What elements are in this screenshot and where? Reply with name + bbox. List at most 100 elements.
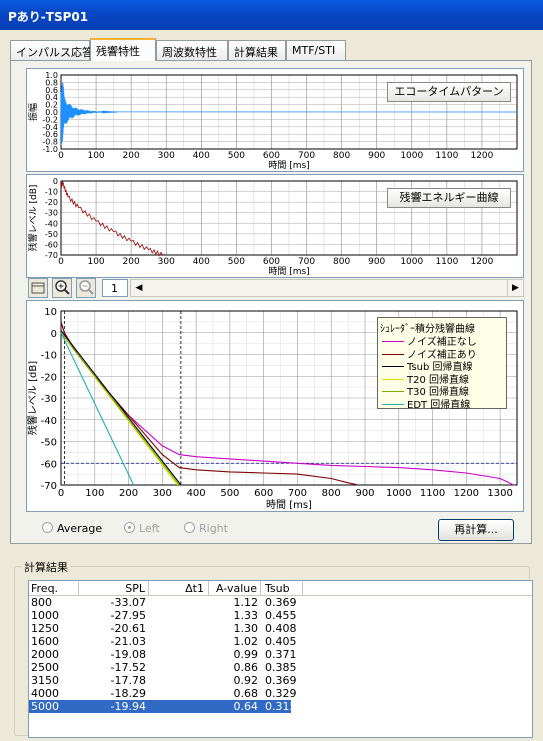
y-tick-label: 0 bbox=[51, 329, 57, 340]
legend-label: EDT 回帰直線 bbox=[407, 399, 471, 411]
window-titlebar: Pあり-TSP01 bbox=[0, 0, 543, 30]
legend-item: T20 回帰直線 bbox=[382, 371, 469, 386]
radio-circle-icon bbox=[124, 522, 135, 533]
table-row[interactable]: 4000 -18.29 0.68 0.329 bbox=[29, 687, 532, 700]
y-tick-label: -0.4 bbox=[42, 123, 58, 132]
x-tick-label: 0 bbox=[58, 151, 64, 161]
decay-plot-frame: 0 100 200 300 400 500 600 700 800 900 1000 1100 1200… bbox=[26, 300, 524, 512]
table-cell: 0.455 bbox=[265, 609, 297, 622]
table-row[interactable]: 5000 -19.94 0.64 0.315 bbox=[29, 700, 297, 713]
table-row[interactable]: 3150 -17.78 0.92 0.369 bbox=[29, 674, 532, 687]
echo-pattern-button-label: エコータイムパターン bbox=[394, 85, 504, 98]
radio-left[interactable]: Left bbox=[124, 522, 160, 535]
series-tsub-regression bbox=[60, 330, 182, 486]
zoom-out-button[interactable] bbox=[76, 278, 96, 298]
scroll-right-arrow-icon[interactable]: ▶ bbox=[507, 280, 523, 296]
table-cell: 0.64 bbox=[233, 700, 259, 713]
x-tick-label: 1000 bbox=[400, 257, 423, 267]
page-number-field[interactable]: 1 bbox=[102, 279, 128, 297]
horizontal-scrollbar[interactable]: ◀ ▶ bbox=[130, 279, 524, 297]
table-cell: 800 bbox=[31, 596, 52, 609]
column-header-avalue[interactable]: A-value bbox=[209, 581, 261, 596]
table-cell: 0.385 bbox=[265, 661, 297, 674]
x-tick-label: 200 bbox=[119, 488, 138, 499]
x-tick-label: 1300 bbox=[487, 488, 512, 499]
zoom-in-button[interactable] bbox=[52, 278, 72, 298]
x-axis-label: 時間 [ms] bbox=[268, 266, 309, 277]
column-header-label: A-value bbox=[215, 582, 257, 595]
column-header-freq[interactable]: Freq. bbox=[29, 581, 79, 596]
table-row[interactable]: 1250 -20.61 1.30 0.408 bbox=[29, 622, 532, 635]
table-row[interactable]: 2000 -19.08 0.99 0.371 bbox=[29, 648, 532, 661]
echo-pattern-button[interactable]: エコータイムパターン bbox=[387, 82, 511, 102]
x-tick-label: 1200 bbox=[470, 151, 493, 161]
y-tick-label: 10 bbox=[44, 307, 57, 318]
x-tick-label: 700 bbox=[298, 151, 315, 161]
radio-circle-icon bbox=[42, 522, 53, 533]
table-cell: -19.08 bbox=[110, 648, 146, 661]
y-tick-label: -70 bbox=[41, 481, 57, 492]
column-header-spl[interactable]: SPL bbox=[79, 581, 149, 596]
results-header: Freq. SPL Δt1 A-value Tsub bbox=[29, 581, 532, 596]
radio-right[interactable]: Right bbox=[184, 522, 228, 535]
y-tick-label: -0.2 bbox=[42, 115, 58, 124]
y-tick-label: -30 bbox=[41, 394, 57, 405]
table-row[interactable]: 800 -33.07 1.12 0.369 bbox=[29, 596, 532, 609]
table-row[interactable]: 2500 -17.52 0.86 0.385 bbox=[29, 661, 532, 674]
legend-label: ノイズ補正なし bbox=[407, 337, 477, 348]
table-row[interactable]: 1600 -21.03 1.02 0.405 bbox=[29, 635, 532, 648]
legend-swatch bbox=[382, 378, 404, 380]
results-listview[interactable]: Freq. SPL Δt1 A-value Tsub 800 -33.07 1.12… bbox=[28, 580, 533, 738]
x-tick-label: 100 bbox=[85, 488, 104, 499]
radio-circle-icon bbox=[184, 522, 195, 533]
table-cell: 0.369 bbox=[265, 596, 297, 609]
table-cell: 2000 bbox=[31, 648, 59, 661]
column-header-label: Freq. bbox=[31, 582, 59, 595]
table-cell: 4000 bbox=[31, 687, 59, 700]
recalculate-button-label: 再計算... bbox=[454, 523, 498, 536]
echo-plot-frame: 0 100 200 300 400 500 600 700 800 900 1000 1100 1200… bbox=[26, 68, 524, 172]
energy-curve-button[interactable]: 残響エネルギー曲線 bbox=[387, 188, 511, 208]
column-header-dt1[interactable]: Δt1 bbox=[149, 581, 209, 596]
column-header-tsub[interactable]: Tsub bbox=[261, 581, 303, 596]
fit-view-button[interactable] bbox=[28, 278, 48, 298]
legend-label: ノイズ補正あり bbox=[407, 349, 477, 361]
radio-average[interactable]: Average bbox=[42, 522, 102, 535]
table-row[interactable]: 1000 -27.95 1.33 0.455 bbox=[29, 609, 532, 622]
legend-swatch bbox=[382, 341, 404, 342]
x-tick-label: 0 bbox=[58, 488, 64, 499]
echo-time-pattern-chart: 0 100 200 300 400 500 600 700 800 900 1000 1100 1200… bbox=[27, 71, 518, 171]
column-header-label: Δt1 bbox=[185, 582, 204, 595]
series-noise-corrected bbox=[60, 321, 359, 486]
table-cell: 0.68 bbox=[233, 687, 259, 700]
tab-calculation-results[interactable]: 計算結果 bbox=[228, 40, 286, 60]
y-axis-label: 残響レベル [dB] bbox=[27, 185, 39, 252]
legend-swatch bbox=[382, 366, 404, 367]
x-tick-label: 400 bbox=[193, 257, 210, 267]
y-tick-label: -10 bbox=[45, 188, 58, 197]
table-cell: 0.408 bbox=[265, 622, 297, 635]
y-tick-label: -30 bbox=[45, 209, 58, 218]
y-tick-label: -60 bbox=[41, 459, 57, 470]
recalculate-button[interactable]: 再計算... bbox=[438, 519, 514, 541]
legend-item: T30 回帰直線 bbox=[382, 383, 469, 398]
table-cell: 5000 bbox=[31, 700, 59, 713]
tab-frequency-characteristics[interactable]: 周波数特性 bbox=[156, 40, 228, 60]
x-tick-label: 600 bbox=[254, 488, 273, 499]
y-tick-label: 0.6 bbox=[45, 86, 58, 95]
x-tick-label: 600 bbox=[263, 151, 280, 161]
scroll-left-arrow-icon[interactable]: ◀ bbox=[135, 283, 143, 293]
legend-item: ノイズ補正なし bbox=[382, 333, 477, 348]
table-cell: 0.371 bbox=[265, 648, 297, 661]
x-tick-label: 900 bbox=[368, 257, 385, 267]
window-title: Pあり-TSP01 bbox=[8, 10, 89, 24]
tab-mtf-sti[interactable]: MTF/STI bbox=[286, 40, 346, 60]
table-cell: 1000 bbox=[31, 609, 59, 622]
tab-reverb-characteristics[interactable]: 残響特性 bbox=[90, 38, 156, 61]
y-axis-label: 振幅 bbox=[27, 103, 39, 121]
table-cell: 1600 bbox=[31, 635, 59, 648]
tab-impulse-response[interactable]: インパルス応答 bbox=[10, 40, 93, 60]
tab-label: 残響特性 bbox=[96, 45, 140, 58]
radio-label: Left bbox=[139, 522, 160, 535]
y-tick-label: 1.0 bbox=[45, 71, 58, 80]
